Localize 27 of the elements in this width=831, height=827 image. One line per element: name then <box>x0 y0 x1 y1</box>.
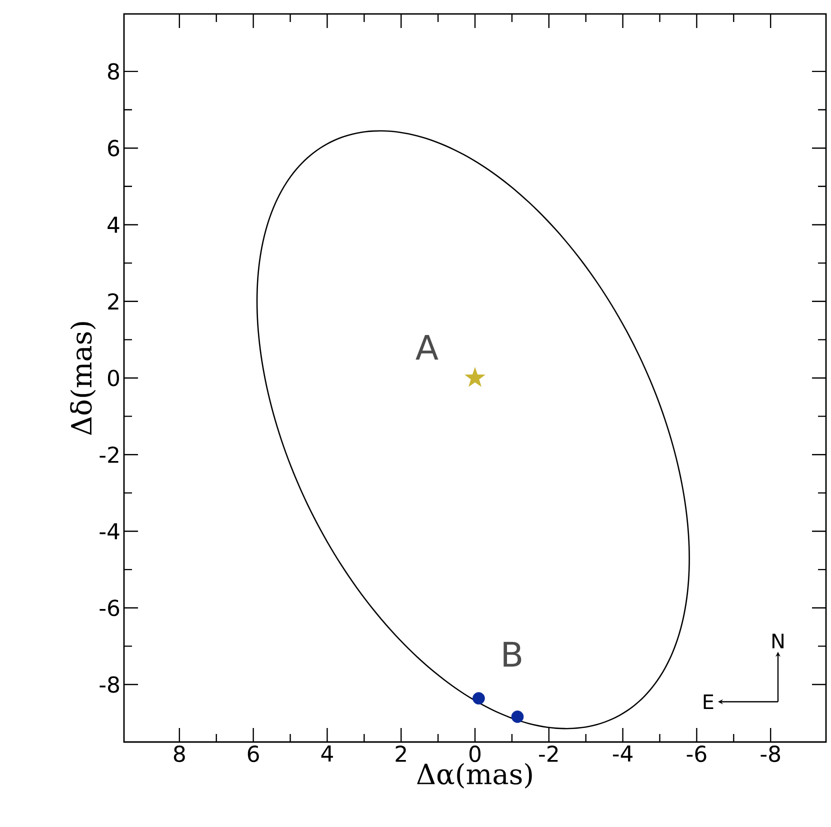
y-tick-label: 4 <box>108 216 120 233</box>
x-tick-label: -2 <box>539 746 558 762</box>
point <box>464 367 486 387</box>
y-tick-label: 8 <box>108 63 119 80</box>
y-axis-title: Δδ(mas) <box>70 322 96 435</box>
x-tick-label: -6 <box>686 746 706 762</box>
x-tick-label: 0 <box>469 746 481 762</box>
annotation: B <box>504 642 522 667</box>
x-axis-title: Δα(mas) <box>416 762 532 788</box>
y-tick-label: -8 <box>100 676 119 693</box>
x-tick-label: 6 <box>248 746 259 762</box>
x-tick-label: -4 <box>612 746 632 762</box>
y-tick-label: 2 <box>108 293 118 310</box>
y-tick-label: -2 <box>100 446 118 463</box>
annotation: N <box>772 634 784 648</box>
point <box>511 710 524 723</box>
y-tick-label: 6 <box>108 140 120 156</box>
annotation: A <box>416 335 438 360</box>
y-tick-label: -6 <box>100 600 120 616</box>
annotation: E <box>704 694 714 710</box>
x-tick-label: 2 <box>396 746 406 762</box>
x-tick-label: -8 <box>760 746 780 762</box>
point <box>472 692 485 704</box>
x-tick-label: 8 <box>174 746 185 762</box>
x-tick-label: 4 <box>321 746 333 762</box>
y-tick-label: -4 <box>100 523 120 540</box>
y-tick-label: 0 <box>108 370 120 386</box>
